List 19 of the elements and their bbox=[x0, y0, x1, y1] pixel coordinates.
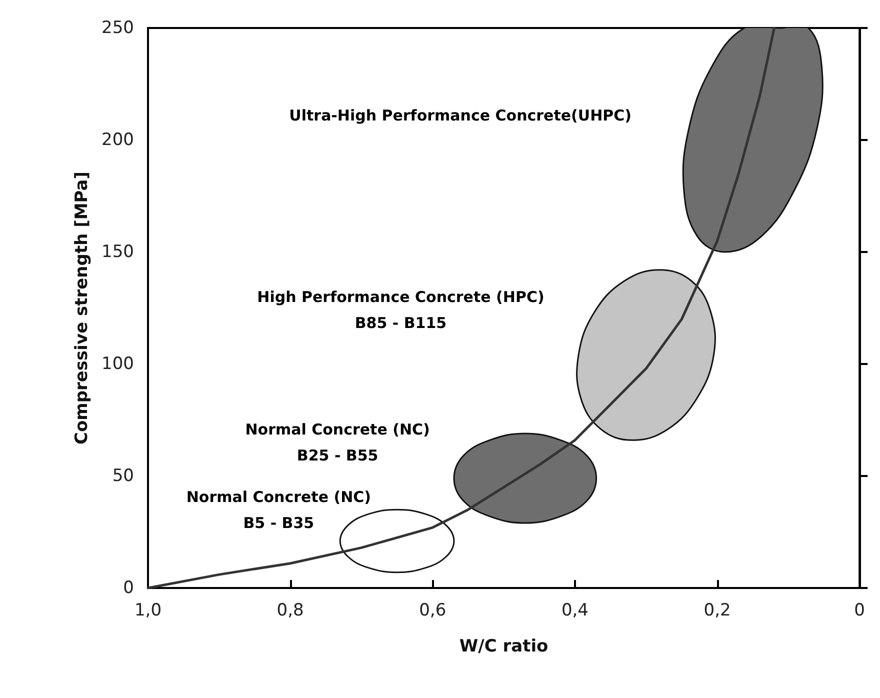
x-tick-label: 0,2 bbox=[704, 600, 731, 620]
y-tick-label: 200 bbox=[102, 130, 134, 150]
annotation: Ultra-High Performance Concrete(UHPC) bbox=[289, 106, 632, 124]
annotation: Normal Concrete (NC) B25 - B55 bbox=[245, 420, 430, 464]
y-tick-label: 0 bbox=[123, 578, 134, 598]
y-tick-label: 100 bbox=[102, 354, 134, 374]
line-series bbox=[146, 26, 776, 590]
x-tick-label: 0 bbox=[854, 600, 866, 620]
y-tick-label: 50 bbox=[112, 466, 134, 486]
y-tick-label: 250 bbox=[102, 18, 134, 38]
y-tick-label: 150 bbox=[102, 242, 134, 262]
annotation: Normal Concrete (NC) B5 - B35 bbox=[186, 488, 372, 532]
annotation: High Performance Concrete (HPC) B85 - B115 bbox=[257, 288, 544, 332]
x-tick-label: 0,4 bbox=[561, 600, 588, 620]
y-axis-title: Compressive strength [MPa] bbox=[72, 171, 92, 445]
x-tick-label: 1,0 bbox=[134, 600, 162, 620]
x-tick-label: 0,6 bbox=[419, 600, 446, 620]
x-tick-label: 0,8 bbox=[276, 600, 304, 620]
x-axis-title: W/C ratio bbox=[459, 636, 548, 656]
